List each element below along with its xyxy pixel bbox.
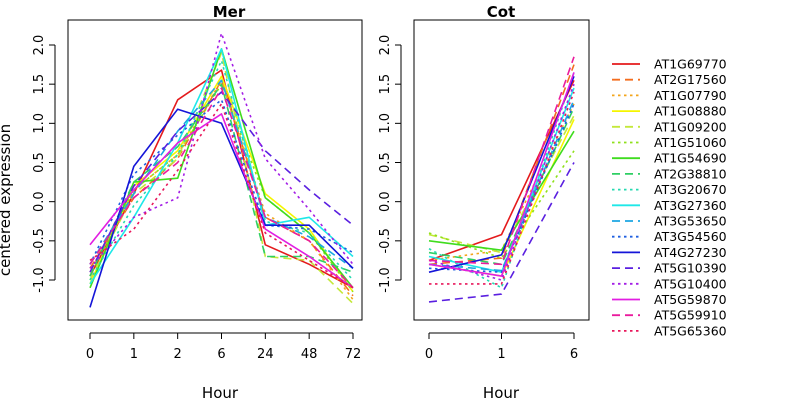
series-line-at5g59870: [89, 113, 354, 289]
panel-cot: Cot Hour -1.0 -0.5 0.0 0.5 1.0 1.5 2.0 0 1 6: [378, 3, 590, 400]
panel-mer: Mer Hour centered expression -1.0 -0.5 0.0…: [0, 3, 363, 400]
y-tick-label: 2.0: [378, 35, 393, 56]
y-tick-label: 1.5: [378, 74, 393, 95]
legend-label: AT1G08880: [654, 104, 727, 119]
legend-label: AT2G38810: [654, 166, 727, 181]
panel-title-cot: Cot: [487, 3, 515, 21]
series-line-at5g10390: [89, 91, 354, 273]
legend-label: AT1G69770: [654, 57, 727, 72]
x-tick-label: 0: [425, 347, 433, 362]
series-line-at3g54560: [89, 99, 354, 265]
axis-ticks-cot: -1.0 -0.5 0.0 0.5 1.0 1.5 2.0 0 1 6: [378, 35, 578, 362]
series-line-at2g17560: [89, 79, 354, 297]
y-tick-label: 1.0: [378, 113, 393, 134]
y-tick-label: 0.0: [378, 191, 393, 212]
series-group-cot: [428, 56, 575, 303]
series-line-at1g51060: [428, 150, 575, 259]
x-tick-label: 1: [497, 347, 505, 362]
series-line-at5g59910: [428, 56, 575, 266]
series-line-at5g10390: [428, 162, 575, 303]
series-line-at3g20670: [89, 59, 354, 281]
legend-label: AT5G59910: [654, 308, 727, 323]
series-line-at3g53650: [89, 79, 354, 269]
legend-label: AT5G10390: [654, 261, 727, 276]
legend-label: AT3G20670: [654, 182, 727, 197]
y-axis-label: centered expression: [0, 124, 14, 276]
x-tick-label: 0: [86, 347, 94, 362]
series-line-at5g10400: [428, 83, 575, 281]
y-tick-label: 0.0: [32, 191, 47, 212]
x-tick-label: 6: [570, 347, 578, 362]
x-tick-label: 1: [130, 347, 138, 362]
legend-label: AT1G51060: [654, 135, 727, 150]
y-tick-label: -1.0: [32, 267, 47, 292]
legend-label: AT5G10400: [654, 276, 727, 291]
panel-title-mer: Mer: [213, 3, 246, 21]
x-tick-label: 72: [345, 347, 362, 362]
series-line-at4g27230: [89, 108, 354, 308]
y-tick-label: -0.5: [32, 228, 47, 253]
series-line-at5g59910: [89, 87, 354, 289]
legend-label: AT3G53650: [654, 214, 727, 229]
y-tick-label: -0.5: [378, 228, 393, 253]
y-tick-label: 2.0: [32, 35, 47, 56]
plot-frame-cot: [413, 19, 590, 321]
y-tick-label: 0.5: [32, 152, 47, 173]
series-line-at3g54560: [428, 103, 575, 274]
plot-frame-mer: [67, 19, 363, 321]
legend-label: AT5G59870: [654, 292, 727, 307]
y-tick-label: 1.5: [32, 74, 47, 95]
y-tick-label: 1.0: [32, 113, 47, 134]
x-axis-label-mer: Hour: [202, 384, 239, 400]
series-group-mer: [89, 32, 354, 308]
legend-label: AT3G27360: [654, 198, 727, 213]
series-line-at5g10400: [89, 32, 354, 269]
legend-label: AT1G09200: [654, 119, 727, 134]
series-line-at5g65360: [429, 91, 575, 285]
series-line-at5g59870: [428, 72, 575, 277]
legend-label: AT5G65360: [654, 323, 727, 338]
x-tick-label: 48: [301, 347, 318, 362]
legend-label: AT4G27230: [654, 245, 727, 260]
y-tick-label: -1.0: [378, 267, 393, 292]
series-line-at2g17560: [428, 64, 575, 266]
axis-ticks-mer: -1.0 -0.5 0.0 0.5 1.0 1.5 2.0 0 1 2 6 24 48 72: [32, 35, 361, 362]
legend-label: AT2G17560: [654, 72, 727, 87]
x-tick-label: 24: [257, 347, 274, 362]
series-line-at1g69770: [428, 79, 575, 262]
x-tick-label: 2: [174, 347, 182, 362]
legend-label: AT3G54560: [654, 229, 727, 244]
legend-label: AT1G54690: [654, 151, 727, 166]
x-axis-label-cot: Hour: [483, 384, 520, 400]
x-tick-label: 6: [217, 347, 225, 362]
series-line-at2g38810: [428, 107, 575, 266]
y-tick-label: 0.5: [378, 152, 393, 173]
legend: AT1G69770AT2G17560AT1G07790AT1G08880AT1G…: [612, 57, 727, 338]
series-line-at1g54690: [428, 130, 575, 251]
series-line-at3g27360: [428, 87, 575, 274]
legend-label: AT1G07790: [654, 88, 727, 103]
